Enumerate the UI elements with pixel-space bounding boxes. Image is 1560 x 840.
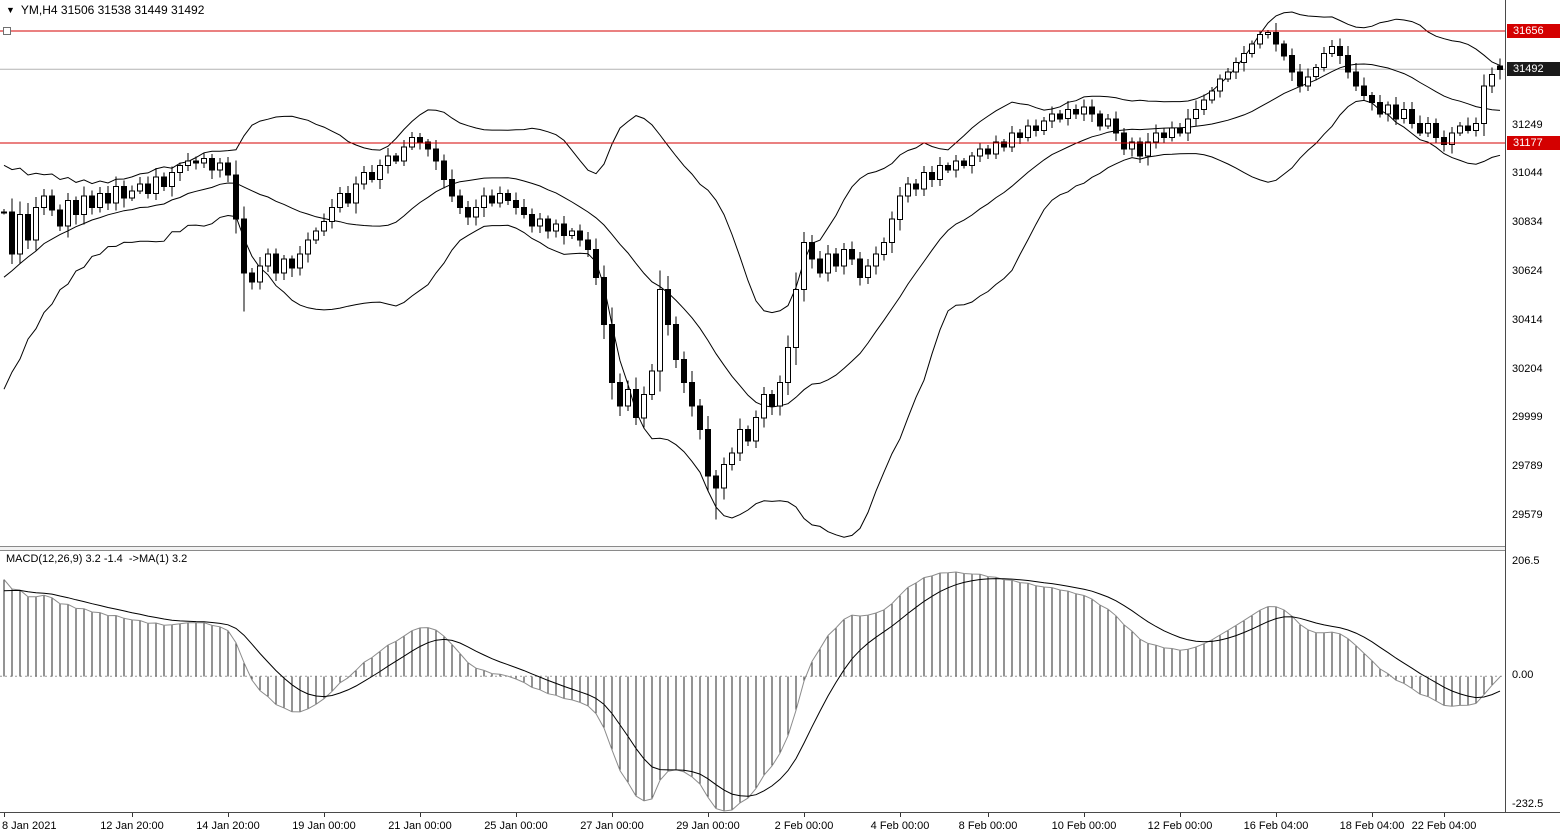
time-axis-label: 21 Jan 00:00 (388, 820, 452, 832)
time-axis-label: 29 Jan 00:00 (676, 820, 740, 832)
price-chart-canvas[interactable] (0, 0, 1505, 546)
price-axis-label: 30834 (1512, 215, 1543, 228)
time-axis-tick (420, 813, 421, 817)
price-axis-label: 31044 (1512, 166, 1543, 179)
macd-signal-line (3, 578, 1501, 797)
price-axis[interactable]: 31249 31044 30834 30624 30414 30204 29999 29789… (1505, 0, 1560, 813)
time-axis-label: 25 Jan 00:00 (484, 820, 548, 832)
symbol-triangle-icon: ▼ (6, 5, 15, 15)
time-axis-tick (708, 813, 709, 817)
price-axis-label: 31249 (1512, 119, 1543, 132)
time-axis-label: 16 Feb 04:00 (1243, 820, 1309, 832)
time-axis-label: 18 Feb 04:00 (1339, 820, 1405, 832)
time-axis-tick (1444, 813, 1445, 817)
price-axis-label: 30624 (1512, 264, 1543, 277)
price-axis-label: 29579 (1512, 509, 1543, 522)
time-axis-tick (988, 813, 989, 817)
time-axis-tick (516, 813, 517, 817)
price-axis-label: 29999 (1512, 410, 1543, 423)
price-tag: 31492 (1507, 62, 1560, 77)
time-axis-label: 10 Feb 00:00 (1051, 820, 1117, 832)
price-axis-label: 29789 (1512, 459, 1543, 472)
time-axis-tick (1372, 813, 1373, 817)
macd-indicator-label: MACD(12,26,9) 3.2 -1.4 ->MA(1) 3.2 (6, 553, 188, 565)
time-axis-tick (1084, 813, 1085, 817)
time-axis-label: 19 Jan 00:00 (292, 820, 356, 832)
time-axis-tick (1276, 813, 1277, 817)
bollinger-lower-band (3, 99, 1501, 538)
macd-axis-label: 0.00 (1512, 669, 1534, 682)
time-axis-tick (1180, 813, 1181, 817)
time-axis-tick (228, 813, 229, 817)
pane-splitter[interactable] (0, 546, 1560, 551)
object-anchor-marker[interactable] (3, 27, 11, 35)
macd-axis-label: 206.5 (1512, 554, 1540, 567)
price-tag: 31656 (1507, 23, 1560, 38)
chart-title: ▼ YM,H4 31506 31538 31449 31492 (6, 3, 204, 17)
time-axis-tick (612, 813, 613, 817)
time-axis-tick (324, 813, 325, 817)
time-axis-label: 22 Feb 04:00 (1411, 820, 1477, 832)
macd-axis-label: -232.5 (1512, 798, 1544, 811)
time-axis-label: 14 Jan 20:00 (196, 820, 260, 832)
time-axis-tick (804, 813, 805, 817)
time-axis-tick (900, 813, 901, 817)
time-axis-label: 2 Feb 00:00 (774, 820, 834, 832)
macd-chart-canvas[interactable] (0, 551, 1505, 812)
time-axis[interactable]: 8 Jan 2021 12 Jan 20:00 14 Jan 20:00 19 Jan… (0, 812, 1560, 840)
time-axis-label: 12 Jan 20:00 (100, 820, 164, 832)
time-axis-tick (4, 813, 5, 817)
time-axis-tick (132, 813, 133, 817)
price-axis-label: 30414 (1512, 314, 1543, 327)
macd-pane[interactable]: MACD(12,26,9) 3.2 -1.4 ->MA(1) 3.2 (0, 551, 1505, 812)
candles (1, 31, 1503, 489)
bollinger-middle-band (3, 63, 1501, 408)
macd-histogram (3, 572, 1501, 811)
time-axis-label: 8 Jan 2021 (2, 820, 57, 832)
price-pane[interactable]: ▼ YM,H4 31506 31538 31449 31492 (0, 0, 1505, 546)
time-axis-label: 4 Feb 00:00 (870, 820, 930, 832)
time-axis-label: 8 Feb 00:00 (958, 820, 1018, 832)
time-axis-label: 12 Feb 00:00 (1147, 820, 1213, 832)
chart-title-text: YM,H4 31506 31538 31449 31492 (20, 3, 205, 17)
candle-wicks (3, 23, 1501, 520)
price-tag: 31177 (1507, 135, 1560, 150)
price-axis-label: 30204 (1512, 363, 1543, 376)
macd-ma1-line (3, 571, 1501, 812)
time-axis-label: 27 Jan 00:00 (580, 820, 644, 832)
